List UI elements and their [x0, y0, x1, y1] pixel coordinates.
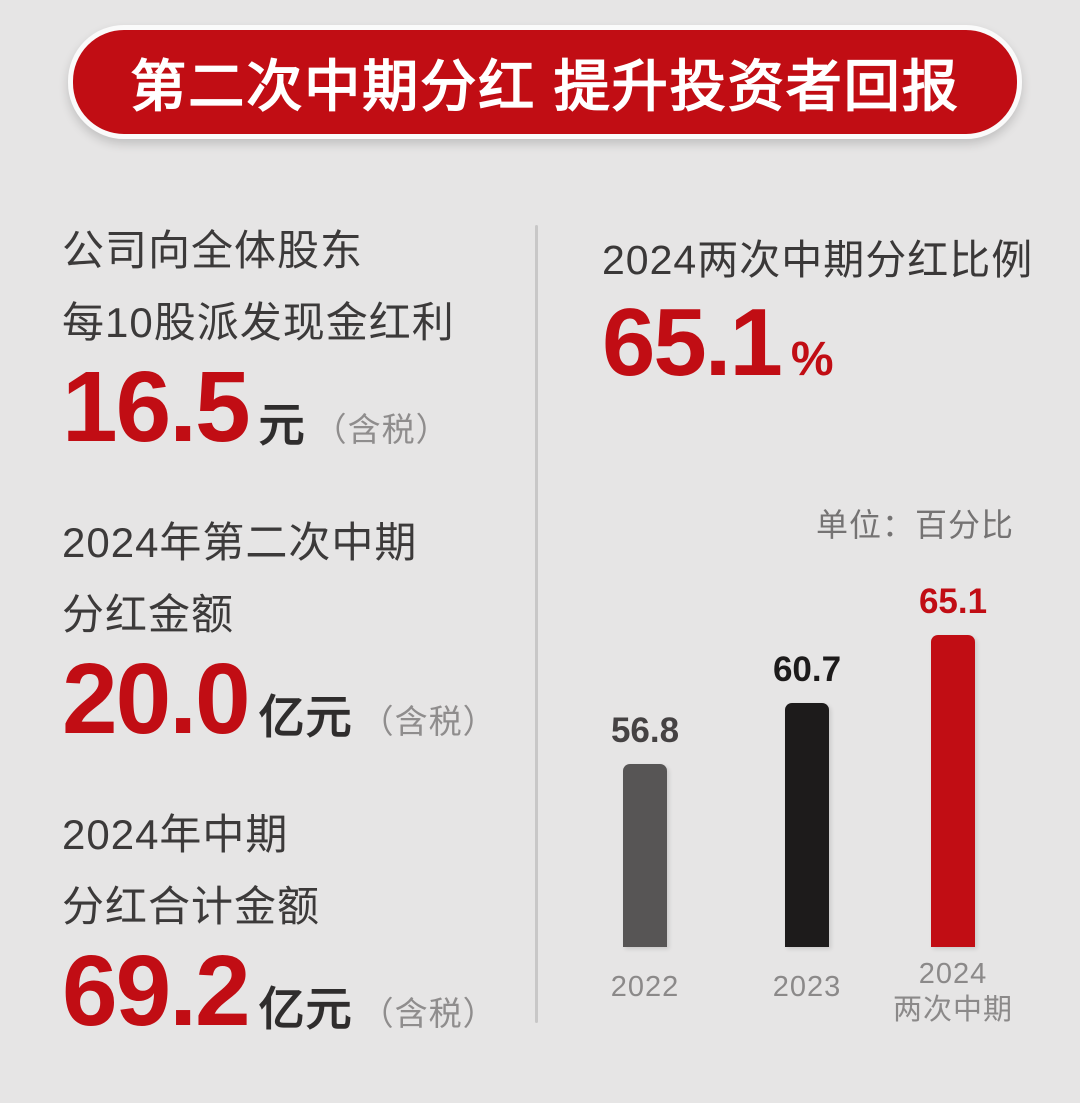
stat-caption: 分红合计金额	[62, 883, 321, 931]
stat-unit: 亿元	[258, 982, 353, 1035]
stat-caption: 公司向全体股东	[62, 227, 364, 274]
bar-value-label: 56.8	[610, 711, 680, 750]
stat-block-per-share-dividend: 公司向全体股东 每10股派发现金红利 16.5 元 （含税）	[62, 226, 455, 460]
bar-category-label-2022: 2022	[565, 970, 725, 1006]
stat-block-second-interim-amount: 2024年第二次中期 分红金额 20.0 亿元 （含税）	[62, 518, 497, 752]
stat-value: 16.5	[62, 350, 251, 463]
bar-2023	[785, 703, 829, 947]
stat-caption: 2024年中期	[62, 811, 289, 858]
category-year: 2024	[918, 958, 988, 990]
bar-2024	[931, 635, 975, 947]
ratio-value-row: 65.1 %	[602, 289, 834, 396]
chart-unit-label: 单位：百分比	[815, 507, 1014, 543]
bar-group-2024: 65.1	[883, 582, 1023, 947]
stat-value: 69.2	[62, 934, 251, 1047]
stat-caption: 分红金额	[62, 591, 235, 639]
category-year: 2023	[772, 971, 842, 1003]
stat-tax-note: （含税）	[360, 994, 497, 1032]
header-banner: 第二次中期分红 提升投资者回报	[68, 25, 1022, 139]
bar-value-label: 65.1	[918, 582, 988, 621]
stat-value-row: 16.5 元 （含税）	[62, 350, 455, 463]
stat-caption: 2024年第二次中期	[62, 519, 418, 566]
ratio-value: 65.1	[602, 289, 783, 396]
bar-2022	[623, 764, 667, 947]
stat-value-row: 20.0 亿元 （含税）	[62, 642, 497, 755]
stat-tax-note: （含税）	[360, 702, 497, 740]
category-year: 2022	[610, 971, 680, 1003]
bar-group-2023: 60.7	[737, 650, 877, 947]
stat-value-row: 69.2 亿元 （含税）	[62, 934, 497, 1047]
column-divider	[535, 225, 538, 1023]
stat-caption: 每10股派发现金红利	[62, 299, 455, 347]
dividend-ratio-bar-chart: 56.8 60.7 65.1 2022 2023 2024 两次中期	[540, 555, 1080, 1033]
bar-group-2022: 56.8	[575, 711, 715, 947]
ratio-title: 2024两次中期分红比例	[602, 237, 1034, 283]
bar-value-label: 60.7	[772, 650, 842, 689]
bar-category-label-2023: 2023	[727, 970, 887, 1006]
stat-unit: 元	[258, 398, 306, 451]
page-title: 第二次中期分红 提升投资者回报	[130, 54, 960, 118]
stat-unit: 亿元	[258, 690, 353, 743]
percent-sign: %	[790, 333, 834, 386]
bar-category-label-2024: 2024 两次中期	[873, 957, 1033, 1029]
stat-block-total-interim-amount: 2024年中期 分红合计金额 69.2 亿元 （含税）	[62, 810, 497, 1044]
category-sublabel: 两次中期	[892, 993, 1013, 1026]
stat-value: 20.0	[62, 642, 251, 755]
stat-tax-note: （含税）	[313, 410, 450, 448]
